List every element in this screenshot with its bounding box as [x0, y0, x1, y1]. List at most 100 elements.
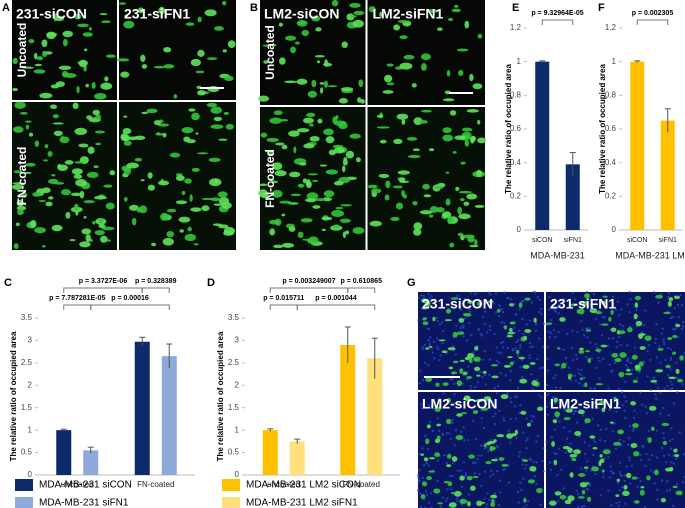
cell [278, 22, 284, 27]
cell [341, 41, 348, 49]
y-axis-label: The relative ratio of occupied area [216, 331, 225, 461]
nucleus [540, 396, 543, 399]
cell [308, 236, 319, 244]
cell [399, 35, 408, 39]
label: LM2-siFN1 [550, 396, 621, 412]
nucleus [559, 386, 562, 390]
cell [319, 87, 324, 94]
y-axis-label: The relative ratio of occupied area [504, 64, 513, 194]
cell [477, 120, 481, 125]
nucleus [530, 373, 533, 376]
cell [522, 459, 529, 463]
nucleus [526, 499, 530, 503]
nucleus [620, 474, 623, 478]
nucleus [509, 417, 512, 421]
cell [123, 20, 135, 29]
cell [514, 429, 518, 435]
cell [599, 454, 603, 458]
nucleus [474, 291, 478, 294]
cell [315, 27, 322, 32]
nucleus [483, 310, 487, 313]
nucleus [495, 392, 499, 395]
nucleus [613, 361, 617, 365]
cell [296, 78, 308, 85]
nucleus [496, 385, 500, 388]
cell [487, 440, 496, 444]
cell [378, 173, 390, 178]
nucleus [620, 486, 624, 489]
nucleus [418, 468, 421, 472]
nucleus [669, 380, 672, 383]
cell [428, 345, 433, 348]
cell [60, 189, 71, 196]
x-axis-label: MDA-MB-231 LM2 [615, 250, 685, 260]
nucleus [645, 412, 649, 415]
cell [350, 15, 357, 18]
cell [95, 142, 102, 146]
nucleus [487, 449, 490, 453]
nucleus [666, 384, 669, 388]
nucleus [451, 462, 455, 465]
cell [444, 319, 453, 322]
cell [501, 463, 509, 467]
nucleus [602, 476, 605, 479]
cell [584, 418, 591, 424]
cell [262, 44, 272, 47]
cell [302, 117, 314, 124]
y-tick-label: 0 [517, 225, 522, 234]
nucleus [423, 343, 426, 347]
cell [206, 57, 218, 60]
nucleus [520, 488, 523, 492]
nucleus [662, 340, 665, 344]
cell [477, 301, 481, 306]
cell [319, 82, 325, 85]
x-tick-label: siFN1 [564, 237, 582, 244]
nucleus [442, 329, 445, 333]
cell [655, 369, 664, 373]
nucleus [617, 504, 620, 508]
cell [345, 230, 350, 235]
cell [406, 136, 418, 141]
cell [437, 27, 443, 31]
cell [138, 205, 148, 214]
cell [459, 359, 465, 362]
nucleus [436, 479, 439, 483]
cell [577, 496, 585, 499]
cell [75, 179, 87, 187]
y-tick-label: 1.2 [510, 23, 522, 32]
cell [140, 54, 146, 63]
nucleus [624, 363, 628, 367]
nucleus [609, 404, 612, 407]
nucleus [482, 426, 486, 430]
cell [459, 475, 465, 481]
nucleus [516, 490, 520, 494]
nucleus [646, 375, 649, 378]
cell [188, 108, 196, 112]
cell [14, 101, 26, 109]
nucleus [676, 303, 680, 307]
cell [455, 434, 464, 441]
nucleus [608, 408, 611, 412]
cell [442, 127, 452, 134]
cell [224, 75, 234, 82]
cell [153, 65, 166, 69]
cell [579, 481, 588, 488]
nucleus [636, 377, 639, 380]
cell [523, 497, 527, 503]
cell [422, 183, 430, 190]
cell [458, 69, 464, 76]
cell [559, 494, 567, 500]
legend-swatch [222, 479, 240, 491]
cell [446, 397, 451, 403]
nucleus [585, 327, 588, 330]
nucleus [521, 457, 524, 461]
cell [312, 205, 321, 209]
nucleus [436, 345, 439, 348]
nucleus [532, 460, 536, 464]
y-tick-label: 0.5 [228, 448, 240, 457]
cell [12, 182, 25, 185]
nucleus [483, 447, 487, 450]
nucleus [655, 397, 658, 400]
nucleus [462, 326, 465, 329]
